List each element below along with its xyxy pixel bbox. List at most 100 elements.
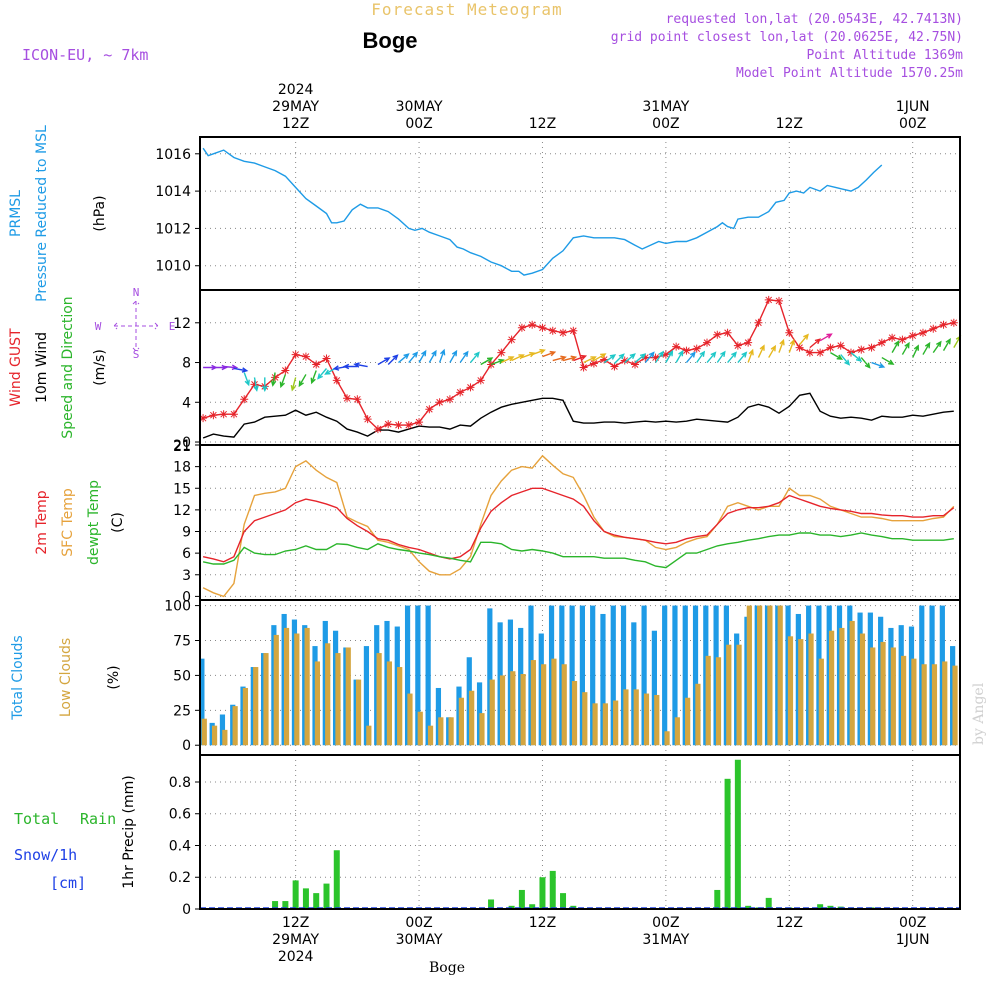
gust-marker	[404, 421, 413, 430]
series-line	[202, 454, 955, 598]
y-tick-label: 21	[173, 439, 191, 455]
bar-rain	[765, 897, 772, 909]
bar-low-clouds	[427, 725, 434, 746]
bar-rain	[539, 877, 546, 909]
legend-snow-unit: [cm]	[50, 874, 86, 892]
y-tick-label: 0	[182, 902, 191, 918]
compass-e: E	[169, 320, 176, 333]
bar-rain	[323, 883, 330, 909]
wind-arrow	[788, 338, 795, 353]
time-label-top: 30MAY	[396, 99, 443, 115]
bar-low-clouds	[859, 633, 866, 746]
axis-label: (%)	[106, 665, 122, 689]
wind-arrow	[799, 333, 809, 346]
wind-arrow	[279, 374, 287, 389]
bar-rain	[745, 905, 752, 909]
bar-low-clouds	[355, 679, 362, 746]
wind-arrow	[531, 348, 546, 356]
gust-marker	[805, 348, 814, 357]
gust-marker	[415, 418, 424, 427]
y-tick-label: 1012	[155, 221, 191, 237]
bar-low-clouds	[325, 643, 331, 746]
bar-low-clouds	[571, 680, 578, 746]
compass-s: S	[133, 348, 140, 361]
bar-low-clouds	[304, 627, 310, 746]
wind-arrow	[912, 344, 919, 358]
bar-low-clouds	[366, 725, 372, 746]
gust-marker	[949, 318, 958, 327]
gust-marker	[301, 352, 310, 361]
bar-low-clouds	[417, 711, 423, 746]
wind-arrow	[521, 351, 536, 359]
axis-label: Total Clouds	[10, 635, 26, 720]
wind-arrow	[298, 374, 307, 388]
panel-frame	[199, 754, 961, 910]
gust-marker	[898, 335, 907, 344]
wind-arrow	[459, 350, 469, 363]
bar-low-clouds	[685, 697, 691, 746]
bar-total-clouds	[590, 605, 596, 746]
bar-rain	[292, 880, 299, 909]
axis-label: 2m Temp	[34, 490, 50, 554]
wind-arrow	[819, 333, 833, 342]
axis-label: (C)	[110, 512, 126, 533]
bar-low-clouds	[695, 683, 701, 746]
gust-marker	[826, 343, 835, 352]
bar-low-clouds	[232, 706, 238, 746]
bar-total-clouds	[363, 646, 370, 746]
bar-low-clouds	[479, 713, 485, 746]
wind-arrow	[542, 350, 557, 358]
gust-marker	[240, 395, 249, 404]
bar-low-clouds	[242, 687, 249, 746]
gust-marker	[631, 360, 640, 369]
gust-marker	[507, 335, 516, 344]
y-tick-label: 1014	[155, 184, 191, 200]
bar-low-clouds	[705, 655, 711, 746]
wind-arrow	[634, 353, 647, 364]
bar-low-clouds	[561, 664, 567, 746]
bar-total-clouds	[610, 605, 616, 746]
axis-label: SFC Temp	[60, 488, 76, 557]
time-label-bottom: 1JUN	[896, 932, 930, 948]
wind-arrow	[573, 354, 588, 362]
header: Forecast Meteogram Boge ICON-EU, ~ 7km r…	[22, 0, 963, 81]
wind-arrow	[501, 356, 515, 364]
gust-marker	[538, 323, 547, 332]
gust-marker	[661, 350, 670, 359]
gust-marker	[579, 363, 588, 372]
gust-marker	[589, 359, 598, 368]
gust-marker	[795, 343, 804, 352]
wind-arrow	[696, 350, 706, 363]
y-tick-label: 21	[173, 438, 191, 454]
bar-low-clouds	[808, 633, 814, 746]
compass-rose: N S W E	[95, 286, 176, 361]
legend-snow: Snow/1h	[14, 846, 77, 864]
bar-total-clouds	[641, 605, 647, 746]
y-tick-label: 6	[182, 546, 191, 562]
gust-marker	[497, 348, 506, 357]
gust-marker	[764, 295, 773, 304]
bar-low-clouds	[592, 703, 598, 746]
gust-marker	[363, 415, 372, 424]
time-label-bottom: 2024	[278, 949, 314, 965]
bar-low-clouds	[633, 689, 639, 746]
bar-low-clouds	[211, 725, 218, 746]
wind-arrow	[727, 351, 737, 363]
y-tick-label: 15	[173, 481, 191, 497]
bar-low-clouds	[201, 718, 207, 746]
gust-marker	[353, 395, 362, 404]
time-label-bottom: 12Z	[282, 915, 309, 931]
gust-marker	[229, 410, 238, 419]
bar-low-clouds	[787, 636, 794, 746]
y-tick-label: 18	[173, 460, 191, 476]
gust-marker	[774, 296, 783, 305]
gust-marker	[641, 353, 650, 362]
y-tick-label: 12	[173, 503, 191, 519]
axis-label: (hPa)	[92, 195, 108, 231]
gust-marker	[548, 326, 557, 335]
bar-rain	[549, 870, 556, 909]
bar-total-clouds	[692, 605, 699, 746]
bar-low-clouds	[551, 658, 557, 746]
